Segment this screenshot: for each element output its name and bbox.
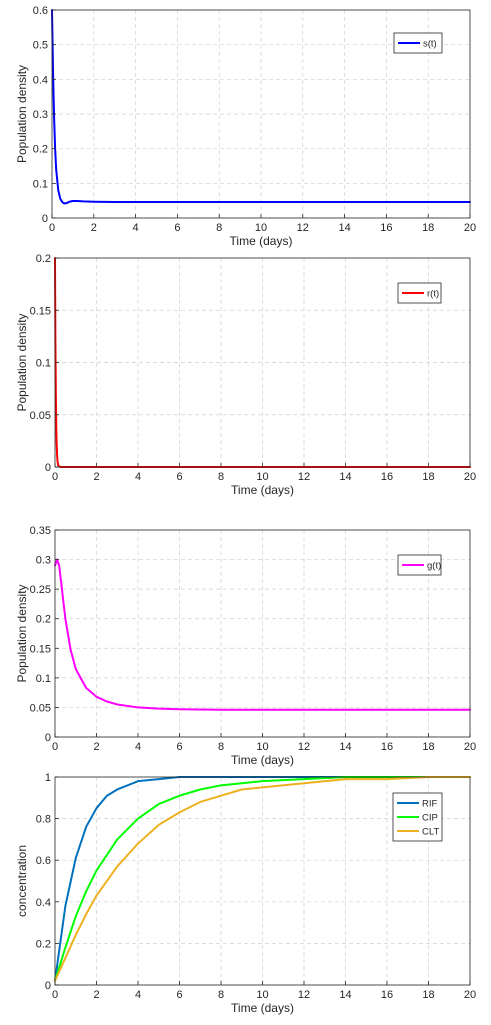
x-tick-label: 2: [93, 741, 99, 753]
x-tick-label: 14: [339, 989, 351, 1001]
x-axis-label: Time (days): [230, 234, 293, 248]
legend: s(t): [393, 32, 443, 54]
x-tick-label: 12: [297, 222, 309, 234]
series-line-1: [51, 9, 471, 205]
x-axis-label: Time (days): [231, 1001, 294, 1015]
x-tick-label: 6: [174, 222, 180, 234]
series-line-3: [54, 776, 471, 982]
x-tick-label: 8: [218, 741, 224, 753]
x-tick-label: 10: [256, 741, 268, 753]
x-tick-label: 2: [91, 222, 97, 234]
y-tick-label: 0.15: [30, 643, 51, 655]
x-tick-label: 12: [298, 471, 310, 483]
x-tick-label: 2: [93, 471, 99, 483]
x-tick-label: 4: [135, 471, 141, 483]
x-tick-label: 4: [135, 741, 141, 753]
y-tick-label: 0.5: [33, 40, 48, 52]
y-tick-label: 0.25: [30, 584, 51, 596]
legend-label-1: s(t): [423, 39, 437, 50]
y-tick-label: 0.2: [36, 253, 51, 265]
x-axis-label: Time (days): [231, 753, 294, 767]
x-tick-label: 14: [338, 222, 350, 234]
x-tick-label: 16: [380, 222, 392, 234]
x-tick-label: 10: [255, 222, 267, 234]
legend-label-1: RIF: [422, 799, 438, 810]
legend-label-1: r(t): [427, 289, 439, 300]
y-tick-label: 0.1: [33, 178, 48, 190]
x-tick-label: 8: [218, 471, 224, 483]
x-tick-label: 20: [464, 741, 476, 753]
x-tick-label: 0: [52, 471, 58, 483]
chart-panel-3: 0 2 4 6 8 10 12 14 16 18 20 0 0.05 0.1 0.15 0.2 0.25 0.3 0…: [15, 525, 476, 767]
x-tick-label: 20: [464, 989, 476, 1001]
y-tick-label: 0.05: [30, 702, 51, 714]
y-tick-label: 0.4: [33, 74, 48, 86]
x-tick-label: 16: [381, 741, 393, 753]
x-tick-label: 16: [381, 471, 393, 483]
y-tick-label: 0: [45, 462, 51, 474]
y-tick-label: 0: [45, 732, 51, 744]
y-tick-label: 0.2: [36, 614, 51, 626]
x-tick-label: 10: [256, 989, 268, 1001]
legend-label-1: g(t): [427, 561, 441, 572]
x-tick-label: 6: [176, 989, 182, 1001]
x-tick-label: 16: [381, 989, 393, 1001]
x-tick-label: 20: [464, 471, 476, 483]
y-tick-label: 0.6: [36, 855, 51, 867]
chart-panel-2: 0 2 4 6 8 10 12 14 16 18 20 0 0.05 0.1 0.15 0.2 Time (da…: [15, 253, 476, 497]
y-tick-label: 0.2: [36, 938, 51, 950]
y-axis-label: concentration: [15, 845, 29, 917]
y-tick-label: 1: [45, 772, 51, 784]
x-tick-label: 20: [464, 222, 476, 234]
x-tick-label: 8: [218, 989, 224, 1001]
legend: RIF CIP CLT: [392, 792, 443, 842]
y-tick-label: 0.3: [36, 555, 51, 567]
y-tick-label: 0.2: [33, 144, 48, 156]
x-tick-label: 10: [256, 471, 268, 483]
y-tick-label: 0.8: [36, 814, 51, 826]
chart-panel-1: 0 2 4 6 8 10 12 14 16 18 20 0 0.1 0.2 0.3 0.4 0.5 0.6 Time…: [15, 5, 476, 248]
x-axis-label: Time (days): [231, 483, 294, 497]
y-tick-label: 0.1: [36, 673, 51, 685]
chart-panel-4: 0 2 4 6 8 10 12 14 16 18 20 0 0.2 0.4 0.6 0.8 1 Time (day…: [15, 772, 476, 1015]
y-tick-label: 0.3: [33, 109, 48, 121]
x-tick-label: 14: [339, 471, 351, 483]
y-tick-label: 0: [45, 980, 51, 992]
x-tick-label: 4: [135, 989, 141, 1001]
y-tick-label: 0.1: [36, 358, 51, 370]
x-tick-label: 12: [298, 741, 310, 753]
x-tick-label: 0: [52, 989, 58, 1001]
x-tick-label: 4: [133, 222, 139, 234]
x-tick-label: 18: [422, 471, 434, 483]
y-tick-label: 0.6: [33, 5, 48, 17]
x-tick-label: 8: [216, 222, 222, 234]
legend-label-2: CIP: [422, 813, 438, 824]
y-axis-label: Population density: [15, 65, 29, 163]
x-tick-label: 18: [422, 222, 434, 234]
legend: g(t): [397, 554, 442, 576]
y-axis-label: Population density: [15, 584, 29, 682]
y-tick-label: 0.4: [36, 897, 51, 909]
x-tick-label: 6: [176, 741, 182, 753]
y-tick-label: 0.05: [30, 410, 51, 422]
x-tick-label: 0: [52, 741, 58, 753]
y-tick-label: 0.35: [30, 525, 51, 537]
series-line-1: [54, 558, 471, 711]
y-tick-label: 0: [42, 213, 48, 225]
legend: r(t): [397, 282, 442, 304]
y-axis-label: Population density: [15, 313, 29, 411]
x-tick-label: 2: [93, 989, 99, 1001]
x-tick-label: 0: [49, 222, 55, 234]
y-tick-label: 0.15: [30, 305, 51, 317]
x-tick-label: 14: [339, 741, 351, 753]
x-tick-label: 6: [176, 471, 182, 483]
legend-label-3: CLT: [422, 827, 439, 838]
x-tick-label: 12: [298, 989, 310, 1001]
x-tick-label: 18: [422, 741, 434, 753]
x-tick-label: 18: [422, 989, 434, 1001]
